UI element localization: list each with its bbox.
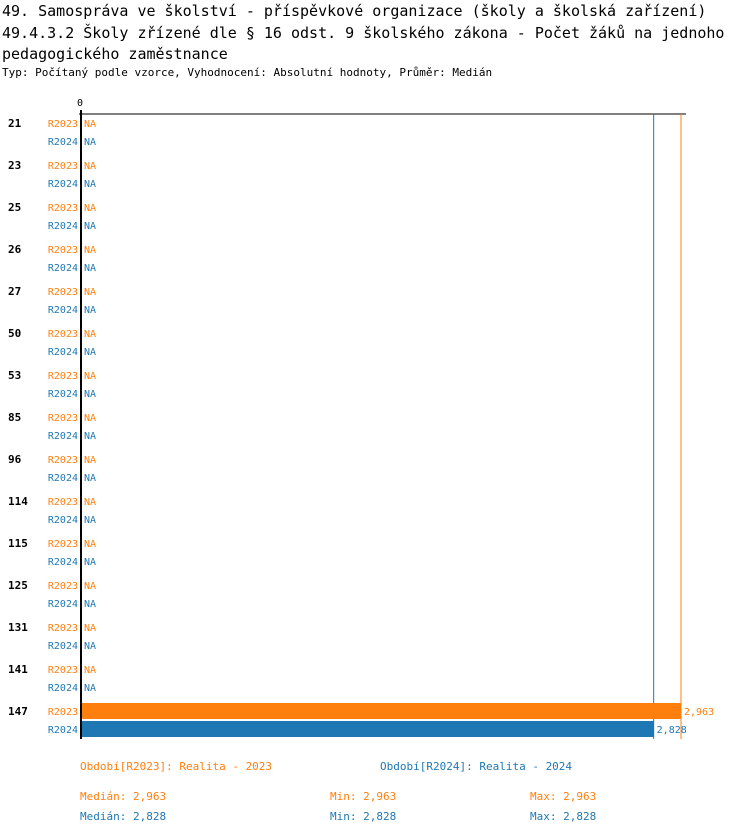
- legend-r2024: Období[R2024]: Realita - 2024: [380, 760, 573, 773]
- category-label: 96: [8, 453, 22, 466]
- category-label: 114: [8, 495, 28, 508]
- na-label: NA: [84, 581, 96, 592]
- series-label: R2024: [48, 305, 78, 316]
- category-label: 25: [8, 201, 21, 214]
- na-label: NA: [84, 221, 96, 232]
- na-label: NA: [84, 287, 96, 298]
- na-label: NA: [84, 329, 96, 340]
- series-label: R2024: [48, 263, 78, 274]
- series-label: R2024: [48, 179, 78, 190]
- na-label: NA: [84, 599, 96, 610]
- legend-r2023: Období[R2023]: Realita - 2023: [80, 760, 273, 773]
- series-label: R2023: [48, 581, 78, 592]
- series-label: R2024: [48, 599, 78, 610]
- category-label: 131: [8, 621, 28, 634]
- series-label: R2024: [48, 557, 78, 568]
- na-label: NA: [84, 539, 96, 550]
- stat-r2023-median: Medián: 2,963: [80, 790, 167, 803]
- series-label: R2023: [48, 287, 78, 298]
- na-label: NA: [84, 245, 96, 256]
- na-label: NA: [84, 203, 96, 214]
- chart-title-line-2: 49.4.3.2 Školy zřízené dle § 16 odst. 9 …: [2, 24, 725, 42]
- category-label: 85: [8, 411, 21, 424]
- series-label: R2024: [48, 473, 78, 484]
- stat-r2024-median: Medián: 2,828: [80, 810, 167, 823]
- chart-subinfo: Typ: Počítaný podle vzorce, Vyhodnocení:…: [2, 66, 493, 79]
- na-label: NA: [84, 119, 96, 130]
- series-label: R2024: [48, 221, 78, 232]
- series-label: R2024: [48, 137, 78, 148]
- series-label: R2023: [48, 623, 78, 634]
- stat-r2023-max: Max: 2,963: [530, 790, 597, 803]
- category-label: 21: [8, 117, 22, 130]
- series-label: R2023: [48, 329, 78, 340]
- category-label: 53: [8, 369, 21, 382]
- bar-r2023: [81, 703, 681, 719]
- series-label: R2023: [48, 665, 78, 676]
- category-label: 147: [8, 705, 28, 718]
- category-label: 26: [8, 243, 22, 256]
- na-label: NA: [84, 641, 96, 652]
- series-label: R2023: [48, 161, 78, 172]
- na-label: NA: [84, 305, 96, 316]
- na-label: NA: [84, 413, 96, 424]
- series-label: R2023: [48, 455, 78, 466]
- x-tick-label: 0: [77, 98, 83, 109]
- category-label: 125: [8, 579, 28, 592]
- na-label: NA: [84, 137, 96, 148]
- na-label: NA: [84, 263, 96, 274]
- series-label: R2024: [48, 389, 78, 400]
- na-label: NA: [84, 347, 96, 358]
- na-label: NA: [84, 683, 96, 694]
- series-label: R2023: [48, 413, 78, 424]
- category-label: 115: [8, 537, 28, 550]
- series-label: R2024: [48, 515, 78, 526]
- series-label: R2023: [48, 203, 78, 214]
- series-label: R2024: [48, 347, 78, 358]
- series-label: R2023: [48, 371, 78, 382]
- series-label: R2023: [48, 119, 78, 130]
- na-label: NA: [84, 497, 96, 508]
- na-label: NA: [84, 431, 96, 442]
- na-label: NA: [84, 161, 96, 172]
- series-label: R2024: [48, 641, 78, 652]
- category-label: 23: [8, 159, 21, 172]
- na-label: NA: [84, 515, 96, 526]
- category-label: 50: [8, 327, 21, 340]
- series-label: R2023: [48, 539, 78, 550]
- stat-r2023-min: Min: 2,963: [330, 790, 397, 803]
- data-label: 2,963: [684, 707, 714, 718]
- chart-header: 49. Samospráva ve školství - příspěvkové…: [2, 0, 724, 81]
- series-label: R2024: [48, 431, 78, 442]
- series-label: R2024: [48, 725, 78, 736]
- series-label: R2023: [48, 707, 78, 718]
- bar-r2024: [81, 721, 654, 737]
- stat-r2024-min: Min: 2,828: [330, 810, 397, 823]
- bar-chart: 0 21 R2023 NA R2024 NA 23 R2023 NA R2024 NA 25 R2023…: [8, 98, 714, 739]
- series-label: R2024: [48, 683, 78, 694]
- na-label: NA: [84, 179, 96, 190]
- na-label: NA: [84, 557, 96, 568]
- category-label: 141: [8, 663, 28, 676]
- na-label: NA: [84, 455, 96, 466]
- na-label: NA: [84, 623, 96, 634]
- na-label: NA: [84, 473, 96, 484]
- stat-r2024-max: Max: 2,828: [530, 810, 597, 823]
- series-label: R2023: [48, 245, 78, 256]
- chart-title-line-3: pedagogického zaměstnance: [2, 45, 228, 63]
- category-label: 27: [8, 285, 21, 298]
- na-label: NA: [84, 371, 96, 382]
- na-label: NA: [84, 389, 96, 400]
- chart-title-line-1: 49. Samospráva ve školství - příspěvkové…: [2, 2, 707, 20]
- na-label: NA: [84, 665, 96, 676]
- data-label: 2,828: [657, 725, 687, 736]
- series-label: R2023: [48, 497, 78, 508]
